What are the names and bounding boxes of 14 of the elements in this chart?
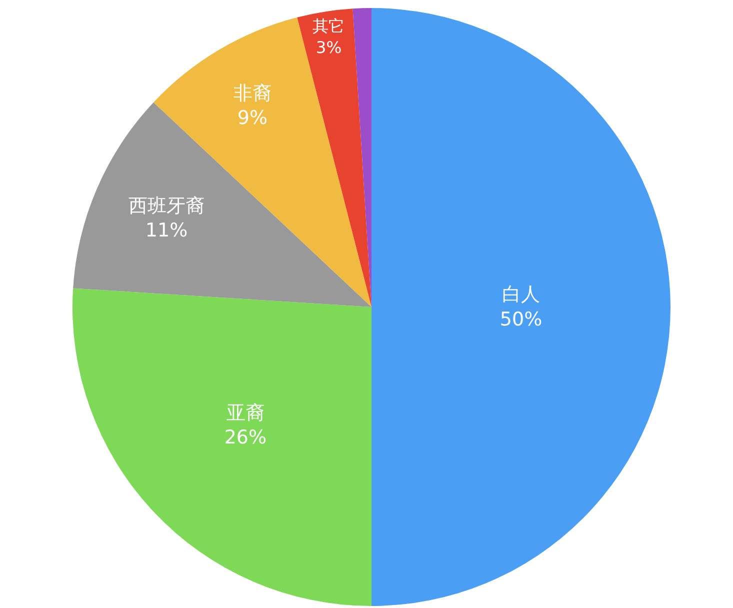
- pie-slice: [372, 8, 670, 606]
- pie-slice: [297, 8, 372, 307]
- data-label: 3%: [316, 38, 342, 57]
- slice-label: 亚裔: [226, 402, 264, 424]
- data-label: 11%: [145, 220, 188, 242]
- pie-slice: [73, 102, 372, 307]
- data-label: 50%: [500, 308, 542, 330]
- slice-label: 非裔: [233, 82, 272, 104]
- slice-label: 白人: [502, 284, 540, 306]
- slice-label: 其它: [312, 16, 345, 36]
- pie-slice: [73, 288, 372, 606]
- data-label: 26%: [224, 426, 267, 449]
- slice-label: 西班牙裔: [128, 194, 205, 217]
- data-label: 9%: [237, 107, 268, 130]
